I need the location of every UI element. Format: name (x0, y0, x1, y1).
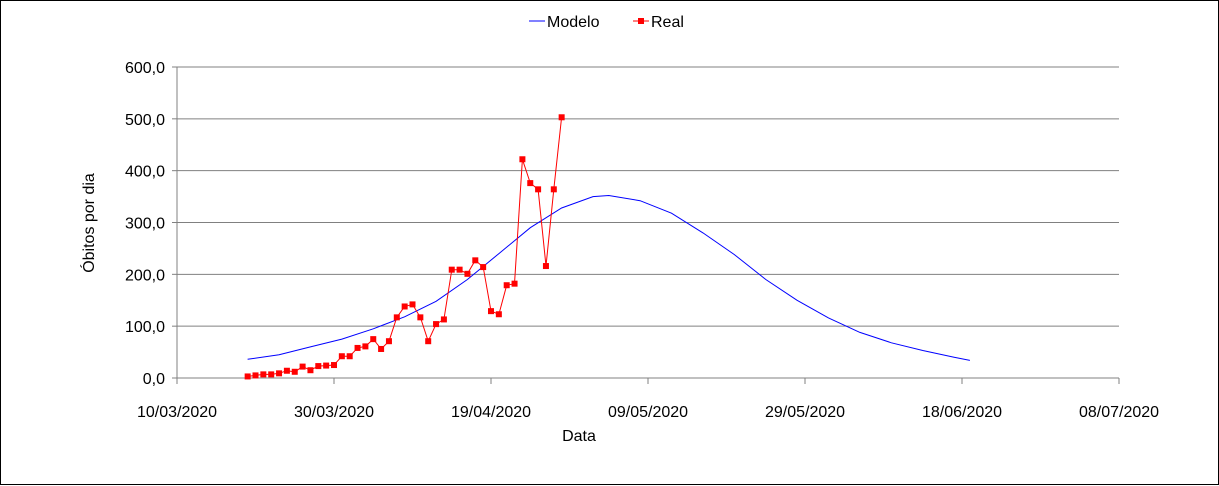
legend-item-modelo: Modelo (529, 14, 600, 31)
data-point (448, 266, 455, 273)
axes: 0,0 100,0 200,0 300,0 400,0 500,0 600,0 10/03/2… (125, 60, 1159, 421)
data-point (244, 373, 251, 380)
data-point (354, 344, 361, 351)
data-point (433, 321, 440, 328)
series-line-real (247, 117, 563, 377)
data-point (409, 301, 416, 308)
series-layer (244, 114, 970, 380)
data-point (440, 316, 447, 323)
legend-marker (638, 18, 644, 24)
data-point (456, 266, 463, 273)
y-tick-label: 500,0 (125, 112, 165, 129)
data-point (346, 353, 353, 360)
data-point (315, 363, 322, 370)
x-tick-label: 30/03/2020 (294, 404, 374, 421)
data-point (558, 114, 565, 121)
data-point (503, 282, 510, 289)
data-point (283, 367, 290, 374)
x-tick-label: 08/07/2020 (1079, 404, 1159, 421)
data-point (252, 372, 259, 379)
data-point (385, 338, 392, 345)
data-point (378, 345, 385, 352)
legend-label: Real (651, 14, 684, 31)
data-point (338, 353, 345, 360)
x-tick-label: 09/05/2020 (608, 404, 688, 421)
data-point (488, 308, 494, 315)
data-point (527, 180, 534, 187)
y-axis-title: Óbitos por dia (79, 173, 98, 273)
x-tick-label: 18/06/2020 (922, 404, 1002, 421)
series-real (244, 114, 565, 380)
data-point (495, 311, 502, 318)
data-point (535, 186, 542, 193)
x-tick-label: 19/04/2020 (451, 404, 531, 421)
data-point (519, 156, 526, 163)
data-point (425, 338, 432, 345)
data-point (511, 280, 518, 287)
data-point (260, 371, 267, 378)
data-point (480, 264, 487, 271)
x-tick-label: 29/05/2020 (765, 404, 845, 421)
x-tick-label: 10/03/2020 (137, 404, 217, 421)
data-point (472, 257, 479, 264)
data-point (307, 367, 314, 374)
y-tick-label: 600,0 (125, 60, 165, 77)
data-point (393, 314, 400, 321)
x-axis-title: Data (562, 428, 596, 445)
y-tick-label: 0,0 (143, 371, 165, 388)
y-tick-label: 200,0 (125, 267, 165, 284)
data-point (268, 371, 275, 378)
data-point (401, 303, 408, 310)
legend-label: Modelo (547, 14, 600, 31)
data-point (370, 336, 377, 343)
series-line-modelo (247, 194, 970, 361)
data-point (299, 363, 306, 370)
grid-lines (177, 66, 1119, 379)
data-point (542, 263, 549, 270)
legend-item-real: Real (633, 14, 684, 31)
y-tick-label: 100,0 (125, 319, 165, 336)
data-point (323, 362, 330, 369)
y-tick-label: 400,0 (125, 164, 165, 181)
data-point (362, 343, 369, 350)
series-modelo (247, 194, 970, 361)
data-point (464, 270, 471, 277)
data-point (550, 186, 557, 193)
data-point (291, 368, 298, 375)
data-point (417, 314, 424, 321)
y-tick-label: 300,0 (125, 216, 165, 233)
data-point (331, 362, 337, 369)
data-point (276, 370, 283, 377)
legend: Modelo Real (529, 14, 684, 31)
